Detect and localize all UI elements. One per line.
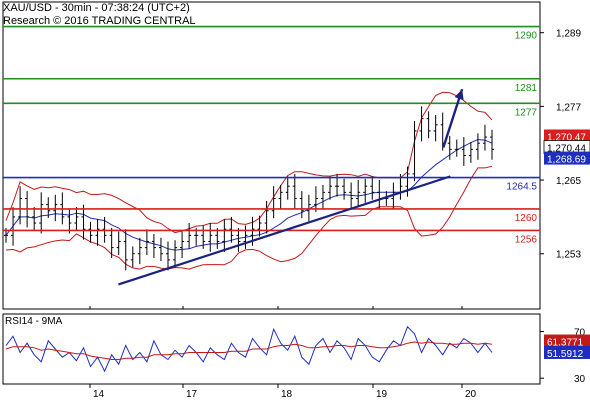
level-label-bg xyxy=(510,210,538,223)
level-label-bg xyxy=(498,179,538,192)
rsi-value-tag-label: 51.5912 xyxy=(547,349,584,360)
rsi-ma-line xyxy=(5,341,493,360)
price-tag-box xyxy=(544,151,590,165)
level-label-bg xyxy=(510,232,538,245)
rsi-value-tag-label: 61.3771 xyxy=(547,338,584,349)
x-tick-label: 14 xyxy=(93,389,105,400)
rsi-value-tag-box xyxy=(544,345,590,359)
support-trendline xyxy=(118,175,451,286)
forecast-arrow-shaft xyxy=(442,88,464,148)
bollinger-lower-band xyxy=(5,165,493,270)
level-label-pivot: 1264.5 xyxy=(506,182,537,193)
price-y-tick-label: 1,289 xyxy=(556,29,581,40)
price-y-tick-label: 1,265 xyxy=(556,176,581,187)
price-panel-frame xyxy=(2,1,541,310)
price-y-tick-label: 1,277 xyxy=(556,102,581,113)
price-tag-label: 1,270.47 xyxy=(547,132,586,143)
rsi-line xyxy=(5,325,493,373)
x-tick-label: 20 xyxy=(465,389,477,400)
level-label-bg xyxy=(510,80,538,93)
price-tag-label: 1,270.44 xyxy=(547,144,586,155)
x-tick-label: 17 xyxy=(186,389,198,400)
x-tick-label: 18 xyxy=(281,389,293,400)
level-label-support: 1260 xyxy=(515,213,538,224)
chart-copyright: Research © 2016 TRADING CENTRAL xyxy=(3,15,196,27)
rsi-panel-frame xyxy=(2,313,541,385)
price-y-tick-label: 1,253 xyxy=(556,250,581,261)
level-label-bg xyxy=(510,105,538,118)
level-label-resistance: 1277 xyxy=(515,107,538,118)
level-label-support: 1256 xyxy=(515,234,538,245)
x-tick-label: 19 xyxy=(376,389,388,400)
rsi-y-tick-label: 70 xyxy=(574,328,586,339)
rsi-panel-title: RSI14 - 9MA xyxy=(5,316,63,327)
rsi-y-tick-label: 30 xyxy=(574,374,586,385)
price-tag-box xyxy=(544,129,590,143)
bollinger-upper-band xyxy=(5,91,493,234)
price-tag-label: 1,268.69 xyxy=(547,155,586,166)
chart-title: XAU/USD - 30min - 07:38:24 (UTC+2) xyxy=(3,2,190,14)
level-label-bg xyxy=(510,28,538,41)
rsi-value-tag-box xyxy=(544,334,590,348)
level-label-resistance: 1281 xyxy=(515,83,538,94)
forecast-arrow-head xyxy=(454,89,464,101)
level-label-resistance: 1290 xyxy=(515,31,538,42)
